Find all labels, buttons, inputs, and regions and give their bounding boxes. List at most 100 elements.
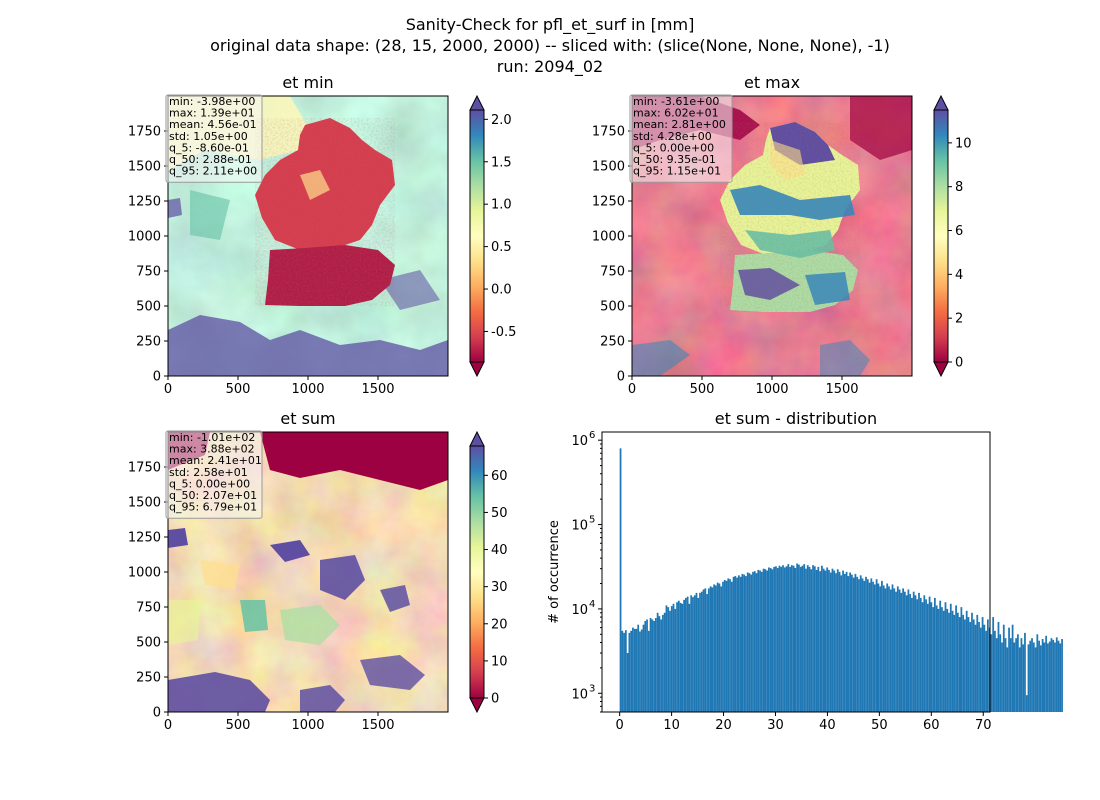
histogram-bar [824,570,827,712]
histogram-bar [642,624,645,712]
histogram-bar [745,576,747,712]
histogram-bar [787,564,790,712]
panel-et-max-title: et max [744,73,800,92]
stat-line: q_50: 2.88e-01 [169,153,252,166]
y-tick-label-base: 10 [571,519,588,534]
colorbar-tick-label: 8 [955,180,963,195]
histogram-bar [796,563,799,712]
colorbar-extend-min [469,361,485,378]
stat-line: std: 1.05e+00 [169,130,248,143]
histogram-bar [688,603,691,712]
histogram-bar [873,584,876,712]
y-tick-label: 1250 [128,195,161,210]
histogram-bar [820,565,823,712]
histogram-bar [683,599,686,712]
histogram-bar [665,605,668,712]
y-tick-label: 1500 [128,496,161,511]
y-tick-label: 1000 [128,230,161,245]
histogram-bar [902,588,904,712]
histogram-bar [956,612,959,712]
histogram-bar [1032,642,1035,712]
histogram-bar [971,612,973,712]
histogram-bar [979,627,982,712]
histogram-bar [861,578,864,712]
y-tick-label: 1000 [592,230,625,245]
stat-line: mean: 2.41e+01 [169,454,262,467]
y-tick-label: 1000 [128,566,161,581]
histogram-bar [914,595,917,712]
histogram-bar [753,571,756,712]
colorbar-tick-label: 20 [491,617,508,632]
histogram-bar [886,583,889,712]
histogram-bar [704,588,707,712]
y-tick-label-exponent: 5 [589,515,595,526]
colorbar-tick-label: 30 [491,580,508,595]
colorbar-extend-min [469,697,485,714]
histogram-bar [775,566,777,712]
histogram-bar [972,619,975,712]
stat-line: min: -3.98e+00 [169,95,255,108]
x-tick-label: 20 [715,718,732,733]
histogram-bar [1055,637,1058,712]
x-tick-label: 1000 [291,382,324,397]
histogram-bar [958,617,961,712]
histogram-bar [709,586,712,712]
histogram-bar [881,580,883,712]
histogram-bar [692,597,694,712]
stat-line: max: 3.88e+02 [169,443,255,456]
histogram-bar [1057,640,1060,712]
histogram-bar [870,578,873,712]
histogram-bar [713,584,716,712]
histogram-bar [647,630,650,712]
stat-box [629,94,733,183]
histogram-bar [679,602,682,712]
histogram-bar [640,629,643,712]
x-tick-label: 40 [819,718,836,733]
colorbar-frame [933,109,949,363]
stat-line: std: 4.28e+00 [633,130,712,143]
histogram-bar [764,569,767,712]
colorbar-frame [469,445,485,699]
y-tick-label: 750 [600,265,625,280]
histogram-bar [1018,647,1021,712]
histogram-bar [817,566,820,712]
stat-line: q_95: 6.79e+01 [169,501,257,514]
histogram-bar [891,584,894,712]
x-tick-label: 500 [226,718,251,733]
histogram-bar [928,596,931,712]
histogram-bar [903,591,906,712]
histogram-bar [1008,627,1010,712]
panel-et-min-title: et min [282,73,333,92]
x-tick-label: 1500 [361,718,394,733]
colorbar-tick-label: 4 [955,268,963,283]
histogram-bar [707,588,710,712]
histogram-bar [856,576,859,712]
histogram-bar [985,630,987,712]
histogram-bar [768,567,770,712]
x-tick-label: 0 [628,382,636,397]
histogram-bar [969,621,972,712]
colorbar-tick-label: 2 [955,312,963,327]
histogram-bar [826,567,829,712]
histogram-bar [706,594,708,712]
colorbar-tick-label: 50 [491,506,508,521]
stat-line: q_5: 0.00e+00 [169,477,250,490]
histogram-bar [628,632,631,712]
x-tick-label: 1500 [361,382,394,397]
histogram-bar [900,592,903,712]
figure-title-line-2: original data shape: (28, 15, 2000, 2000… [210,36,890,55]
histogram-bar [619,448,622,712]
histogram-bar [722,581,724,712]
histogram-bar [1001,642,1003,712]
histogram-bar [670,606,673,712]
stat-line: min: -3.61e+00 [633,95,719,108]
histogram-bar [757,569,760,712]
histogram-bar [769,568,772,712]
histogram-bar [632,627,634,712]
histogram-bar [953,614,956,712]
histogram-bar [872,581,874,712]
figure-title-line-3: run: 2094_02 [497,57,603,77]
